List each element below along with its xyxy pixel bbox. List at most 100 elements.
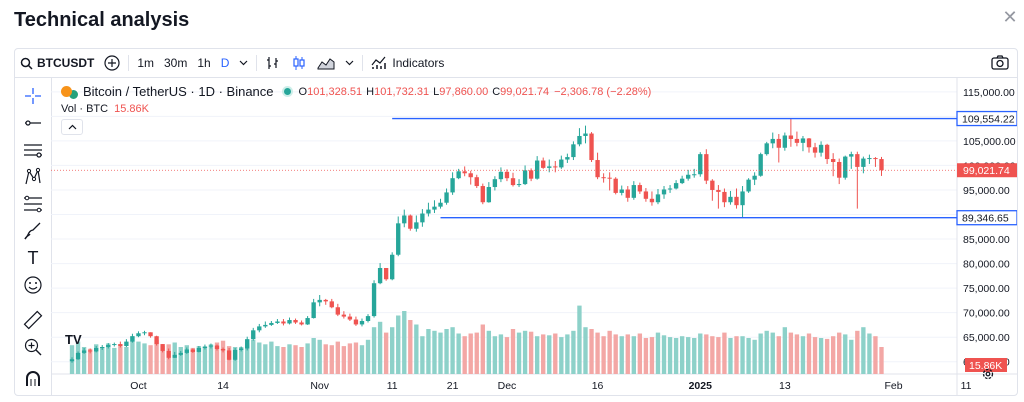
volume-bar [305,343,310,374]
volume-bar [728,338,733,374]
time-axis: Oct 14 Nov 11 21 Dec 16 2025 13 Feb 11 [130,380,971,392]
collapse-legend-button[interactable] [61,119,83,135]
plus-circle-icon [104,55,120,71]
candle [390,254,395,280]
candle [444,192,449,203]
chart-type-dropdown-button[interactable] [340,49,359,77]
interval-d[interactable]: D [220,56,230,70]
time-tick-label: 21 [447,380,459,392]
bar-replay-button[interactable] [260,49,286,77]
candle [740,191,745,206]
brush-icon[interactable] [23,221,43,241]
symbol-label: BTCUSDT [37,56,95,70]
volume-bar [178,347,183,374]
volume-bar [136,341,141,374]
close-icon[interactable]: ✕ [1002,7,1018,27]
volume-bar [637,333,643,374]
volume-bar [154,339,159,374]
volume-bar [770,332,775,374]
candle [849,154,854,157]
volume-bar [94,344,99,374]
candle [275,321,280,323]
candle [873,158,878,160]
price-tick-label: 115,000.00 [963,87,1015,99]
volume-bar [196,346,202,374]
candle [686,174,691,179]
chart-settings-button[interactable] [981,367,995,381]
interval-1h[interactable]: 1h [197,56,211,70]
candle [317,299,322,303]
price-line-label: 109,554.22 [962,114,1015,126]
candle [583,133,588,136]
candle [607,177,612,179]
volume-bar [734,336,739,374]
candle [87,350,93,352]
volume-bar [589,329,594,374]
candle [655,194,661,203]
candle [371,283,377,317]
volume-bar [698,333,703,374]
candle [577,135,582,145]
candle [184,349,189,353]
camera-icon [991,55,1009,70]
volume-bar [583,327,588,374]
candle [160,344,165,351]
volume-bar [818,338,824,374]
candle [359,320,365,325]
emoji-icon[interactable] [23,275,43,295]
volume-bar [746,338,751,374]
candle [287,320,292,324]
zoom-in-icon[interactable] [23,337,43,357]
volume-bar [679,336,685,374]
legend-close: 99,021.74 [500,85,550,98]
text-tool-icon[interactable]: T [27,248,39,268]
candle [208,345,214,347]
volume-bar [595,332,600,374]
legend-row: Bitcoin / TetherUS · 1D · Binance O 101,3… [61,83,651,100]
volume-bar [396,315,401,374]
volume-bar [281,347,286,374]
candle [504,171,510,179]
candle [565,157,570,160]
horizontal-lines-icon[interactable] [23,140,43,160]
volume-bar [383,332,389,374]
trend-line-icon[interactable] [23,113,43,133]
candle [269,322,274,325]
interval-dropdown-button[interactable] [234,49,253,77]
compare-symbol-button[interactable] [99,49,125,77]
symbol-search-button[interactable]: BTCUSDT [15,49,99,77]
candle [402,215,407,224]
chart-widget: BTCUSDT 1m 30m 1h D Indicators [14,48,1018,396]
time-tick-label: Oct [130,380,146,392]
candle [559,159,564,168]
candle [722,191,727,203]
snapshot-button[interactable] [990,53,1010,73]
interval-30m[interactable]: 30m [164,56,188,70]
volume-bar [118,346,123,374]
price-tick-label: 75,000.00 [963,283,1010,295]
candle [81,350,87,353]
legend-open: 101,328.51 [307,85,363,98]
candle [843,156,848,178]
indicators-button[interactable]: Indicators [366,49,449,77]
pattern-tool-icon[interactable] [23,167,43,187]
price-chart[interactable]: 115,000.00110,000.00105,000.00100,000.00… [51,78,1017,395]
magnet-icon[interactable] [23,370,43,390]
candles-chart-type-button[interactable] [286,49,312,77]
volume-bar [625,334,630,374]
candle [299,322,304,325]
candle [130,336,135,342]
volume-bar [377,321,383,374]
fib-tool-icon[interactable] [23,194,43,214]
candle [692,174,697,176]
candle [661,189,667,195]
ruler-icon[interactable] [23,310,43,330]
volume-bar [208,344,214,374]
interval-1m[interactable]: 1m [137,56,154,70]
crosshair-icon[interactable] [23,86,43,106]
indicators-label: Indicators [392,56,445,70]
volume-bar [347,343,353,374]
candle [293,320,298,323]
area-chart-type-button[interactable] [312,49,340,77]
volume-bar [202,347,208,374]
